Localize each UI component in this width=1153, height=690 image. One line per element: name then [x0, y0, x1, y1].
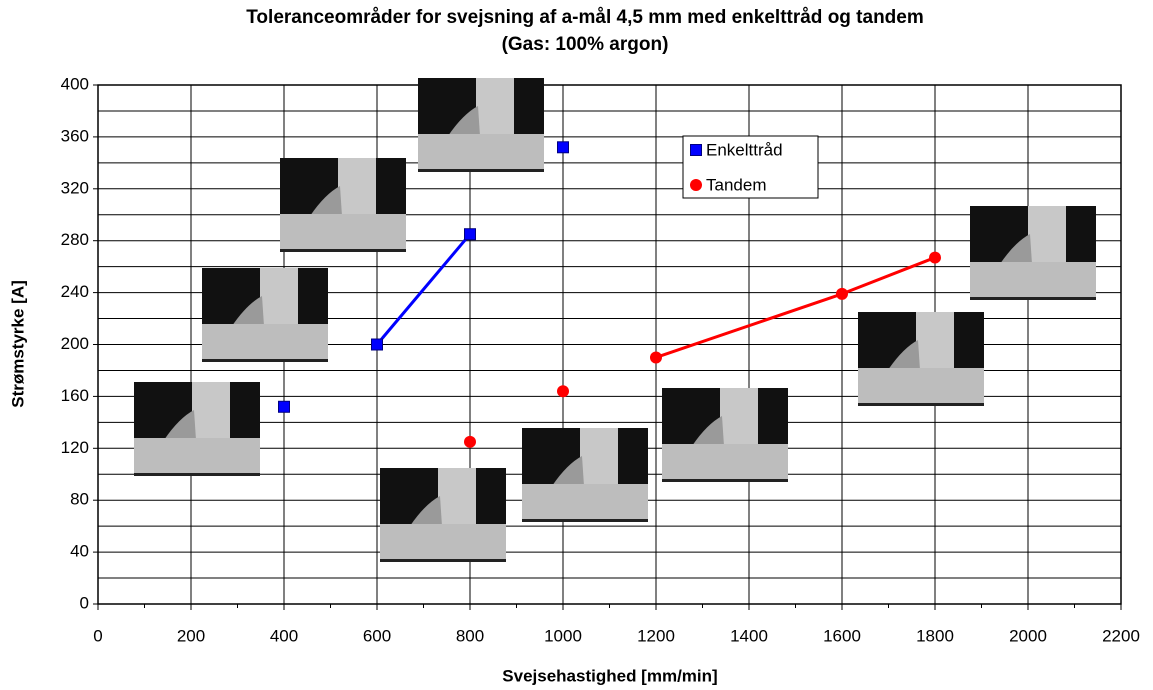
x-tick-label: 1000 — [544, 626, 582, 645]
y-tick-label: 200 — [61, 334, 89, 353]
marker — [836, 287, 848, 300]
weld-photo — [522, 428, 648, 522]
y-tick-label: 120 — [61, 438, 89, 457]
data-marks — [278, 141, 941, 448]
marker — [371, 338, 383, 351]
y-tick-label: 160 — [61, 386, 89, 405]
marker — [929, 251, 941, 264]
legend-label: Tandem — [706, 175, 766, 194]
marker — [690, 179, 702, 191]
weld-photo — [858, 312, 984, 406]
y-tick-label: 40 — [70, 542, 89, 561]
marker — [278, 400, 290, 413]
x-tick-label: 1800 — [916, 626, 954, 645]
y-tick-label: 320 — [61, 178, 89, 197]
marker — [464, 228, 476, 241]
weld-photo — [418, 78, 544, 172]
marker — [464, 435, 476, 448]
legend-box — [682, 135, 819, 199]
x-tick-label: 200 — [177, 626, 205, 645]
y-tick-label: 80 — [70, 490, 89, 509]
weld-photo — [380, 468, 506, 562]
weld-photo — [280, 158, 406, 252]
y-tick-label: 360 — [61, 126, 89, 145]
marker — [690, 144, 702, 156]
connector-line — [375, 233, 472, 346]
x-tick-label: 400 — [270, 626, 298, 645]
x-tick-label: 1400 — [730, 626, 768, 645]
marker — [557, 385, 569, 398]
connector-line — [841, 256, 936, 296]
x-tick-label: 1600 — [823, 626, 861, 645]
y-tick-label: 280 — [61, 230, 89, 249]
legend: Enkelttråd Tandem — [682, 135, 819, 199]
y-tick-label: 400 — [61, 74, 89, 93]
y-tick-label: 0 — [80, 593, 89, 612]
weld-photo — [134, 382, 260, 476]
plot-frame — [97, 84, 1122, 605]
legend-label: Enkelttråd — [706, 140, 783, 159]
weld-photo — [202, 268, 328, 362]
weld-photo — [970, 206, 1096, 300]
x-tick-label: 1200 — [637, 626, 675, 645]
y-axis-label: Strømstyrke [A] — [8, 280, 27, 408]
marker — [650, 351, 662, 364]
x-tick-label: 2200 — [1102, 626, 1140, 645]
x-tick-label: 800 — [456, 626, 484, 645]
chart-subtitle: (Gas: 100% argon) — [502, 34, 669, 55]
weld-photos — [134, 78, 1096, 562]
x-tick-label: 2000 — [1009, 626, 1047, 645]
x-tick-label: 0 — [93, 626, 102, 645]
x-axis-label: Svejsehastighed [mm/min] — [502, 666, 717, 685]
marker — [557, 141, 569, 154]
chart-title: Toleranceområder for svejsning af a-mål … — [246, 7, 924, 28]
x-tick-label: 600 — [363, 626, 391, 645]
connector-line — [655, 292, 843, 359]
y-tick-label: 240 — [61, 282, 89, 301]
weld-photo — [662, 388, 788, 482]
